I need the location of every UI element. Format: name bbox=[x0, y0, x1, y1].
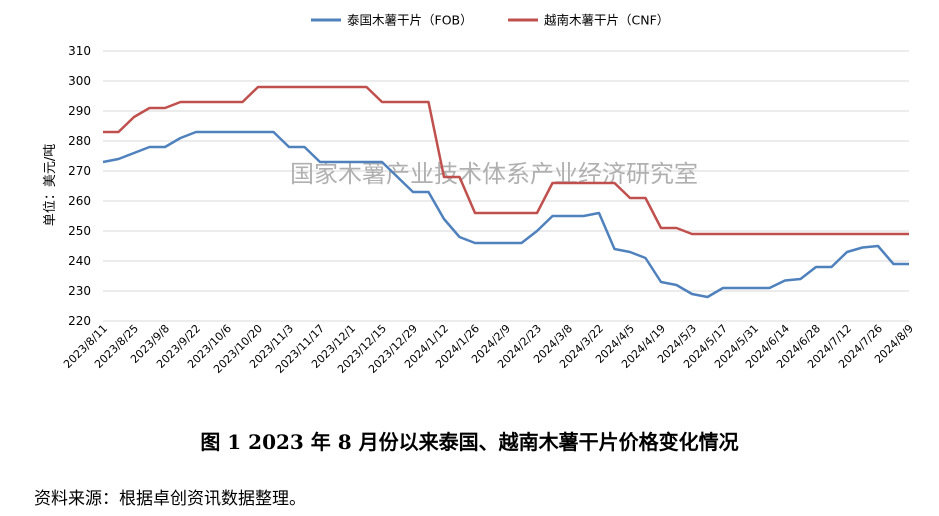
series-line-2 bbox=[103, 85, 909, 236]
y-tick-label: 250 bbox=[68, 224, 91, 238]
chart-grid bbox=[103, 50, 909, 322]
series-lines bbox=[102, 85, 909, 299]
x-axis-ticks: 2023/8/112023/8/252023/9/82023/9/222023/… bbox=[61, 322, 916, 376]
figure-caption: 图 1 2023 年 8 月份以来泰国、越南木薯干片价格变化情况 bbox=[200, 430, 739, 454]
y-tick-label: 280 bbox=[68, 134, 91, 148]
chart-legend: 泰国木薯干片（FOB） 越南木薯干片（CNF） bbox=[311, 13, 669, 28]
y-tick-label: 300 bbox=[68, 74, 91, 88]
legend-label-1: 泰国木薯干片（FOB） bbox=[347, 13, 473, 28]
line-chart: 泰国木薯干片（FOB） 越南木薯干片（CNF） 国家木薯产业技术体系产业经济研究室… bbox=[43, 13, 916, 376]
y-axis-ticks: 220 230 240 250 260 270 280 290 300 310 bbox=[68, 44, 91, 328]
y-tick-label: 220 bbox=[68, 314, 91, 328]
y-tick-label: 260 bbox=[68, 194, 91, 208]
source-note: 资料来源：根据卓创资讯数据整理。 bbox=[34, 489, 306, 509]
y-axis-label: 单位：美元/吨 bbox=[43, 144, 58, 226]
legend-label-2: 越南木薯干片（CNF） bbox=[544, 13, 669, 28]
y-tick-label: 290 bbox=[68, 104, 91, 118]
y-tick-label: 240 bbox=[68, 254, 91, 268]
y-tick-label: 230 bbox=[68, 284, 91, 298]
y-tick-label: 270 bbox=[68, 164, 91, 178]
series-line-1 bbox=[102, 130, 909, 299]
watermark-text: 国家木薯产业技术体系产业经济研究室 bbox=[290, 160, 698, 188]
y-tick-label: 310 bbox=[68, 44, 91, 58]
